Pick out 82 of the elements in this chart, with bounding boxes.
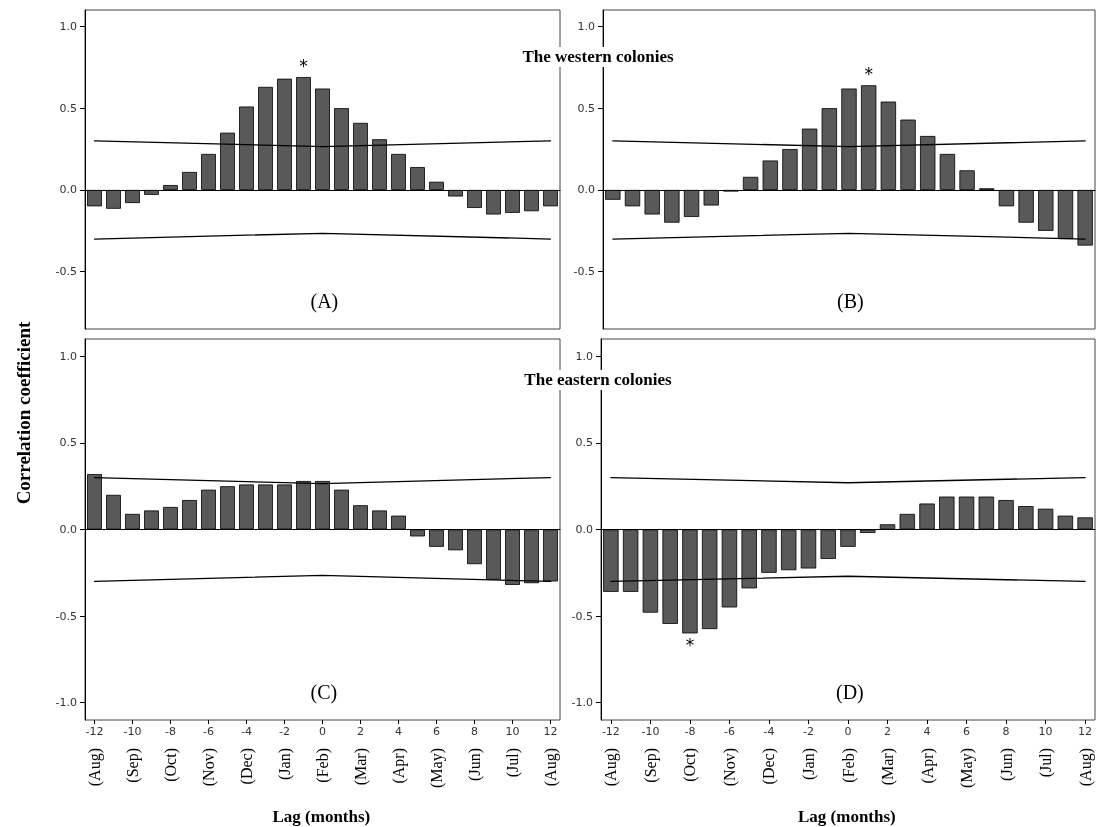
x-tick-label: 8 — [471, 725, 478, 738]
text: (Mar) — [352, 748, 370, 786]
text: (Feb) — [839, 748, 858, 783]
x-tick-label: -10 — [641, 725, 660, 738]
y-tick-label: 0.5 — [575, 436, 593, 450]
text: (Mar) — [879, 748, 898, 786]
text: (Oct) — [681, 748, 700, 782]
x-tick-label: -12 — [85, 725, 104, 738]
y-tick-label: -1.0 — [571, 696, 593, 710]
x-tick-label: 4 — [395, 725, 402, 738]
y-tick-label: 0.5 — [59, 101, 77, 115]
y-tick-label: -0.5 — [55, 265, 77, 279]
y-tick-label: -0.5 — [571, 609, 593, 623]
x-tick-label: 12 — [543, 725, 558, 738]
y-tick-label: 0.0 — [59, 523, 77, 536]
x-tick-label: -6 — [203, 725, 214, 738]
x-tick-label: -8 — [165, 725, 176, 738]
text: The western colonies — [519, 47, 677, 67]
y-tick-label: 0.0 — [577, 183, 595, 197]
text: (Sep) — [641, 748, 660, 783]
text: (Aug) — [542, 748, 560, 787]
x-tick-label: 0 — [844, 725, 852, 738]
y-tick-label: 1.0 — [59, 349, 77, 363]
y-tick-label: 0.5 — [577, 101, 595, 115]
x-tick-label: -8 — [684, 725, 696, 738]
x-tick-label: -10 — [123, 725, 142, 738]
y-tick-label: 0.0 — [59, 183, 77, 197]
x-axis-title: Lag (months) — [272, 807, 371, 826]
x-tick-label: 2 — [884, 725, 892, 738]
annotation: (C) — [310, 681, 338, 704]
x-tick-label: 10 — [505, 725, 520, 738]
text: (Oct) — [162, 748, 180, 782]
x-tick-label: 6 — [433, 725, 440, 738]
y-tick-label: 0.0 — [575, 523, 593, 536]
x-tick-label: 10 — [1038, 725, 1053, 738]
x-tick-label: -12 — [601, 725, 620, 738]
text: (Sep) — [124, 748, 142, 783]
y-tick-label: 1.0 — [575, 349, 593, 363]
text: (Aug) — [602, 748, 621, 787]
x-tick-label: -6 — [723, 725, 735, 738]
y-tick-label: -0.5 — [573, 265, 595, 279]
x-tick-label: 2 — [357, 725, 364, 738]
y-tick-label: -1.0 — [55, 696, 77, 710]
text: (Jan) — [799, 748, 818, 780]
text: (Dec) — [760, 748, 779, 785]
x-tick-label: -2 — [803, 725, 814, 738]
x-tick-label: 0 — [319, 725, 326, 738]
annotation: (B) — [837, 290, 864, 313]
text: (Apr) — [390, 748, 408, 784]
text: (May) — [958, 748, 977, 788]
text: (Jan) — [276, 748, 294, 780]
text: (Nov) — [720, 748, 739, 787]
data-label: * — [864, 63, 873, 84]
x-tick-label: 6 — [963, 725, 971, 738]
x-tick-label: 12 — [1078, 725, 1093, 738]
y-tick-label: 1.0 — [577, 19, 595, 33]
text: (Apr) — [918, 748, 937, 784]
y-tick-label: 1.0 — [59, 19, 77, 33]
text: (Jul) — [504, 748, 522, 778]
text: (Jun) — [466, 748, 484, 781]
x-tick-label: -4 — [763, 725, 775, 738]
annotation: (D) — [836, 681, 864, 704]
y-axis-title: Correlation coefficient — [13, 321, 35, 505]
x-tick-label: 8 — [1002, 725, 1010, 738]
data-label: * — [299, 55, 308, 76]
x-tick-label: -4 — [241, 725, 252, 738]
text: (May) — [428, 748, 446, 788]
text: (Jul) — [1037, 748, 1056, 778]
text: (Jun) — [997, 748, 1016, 781]
y-tick-label: -0.5 — [55, 609, 77, 623]
x-tick-label: -2 — [279, 725, 290, 738]
text: (Dec) — [238, 748, 256, 785]
text: (Nov) — [200, 748, 218, 787]
text: (Aug) — [86, 748, 104, 787]
data-label: * — [685, 634, 695, 655]
text: (Feb) — [314, 748, 332, 783]
annotation: (A) — [310, 290, 339, 313]
x-tick-label: 4 — [923, 725, 931, 738]
x-axis-title: Lag (months) — [798, 807, 896, 826]
text: The eastern colonies — [521, 370, 675, 390]
y-tick-label: 0.5 — [59, 436, 77, 450]
text: (Aug) — [1076, 748, 1095, 787]
